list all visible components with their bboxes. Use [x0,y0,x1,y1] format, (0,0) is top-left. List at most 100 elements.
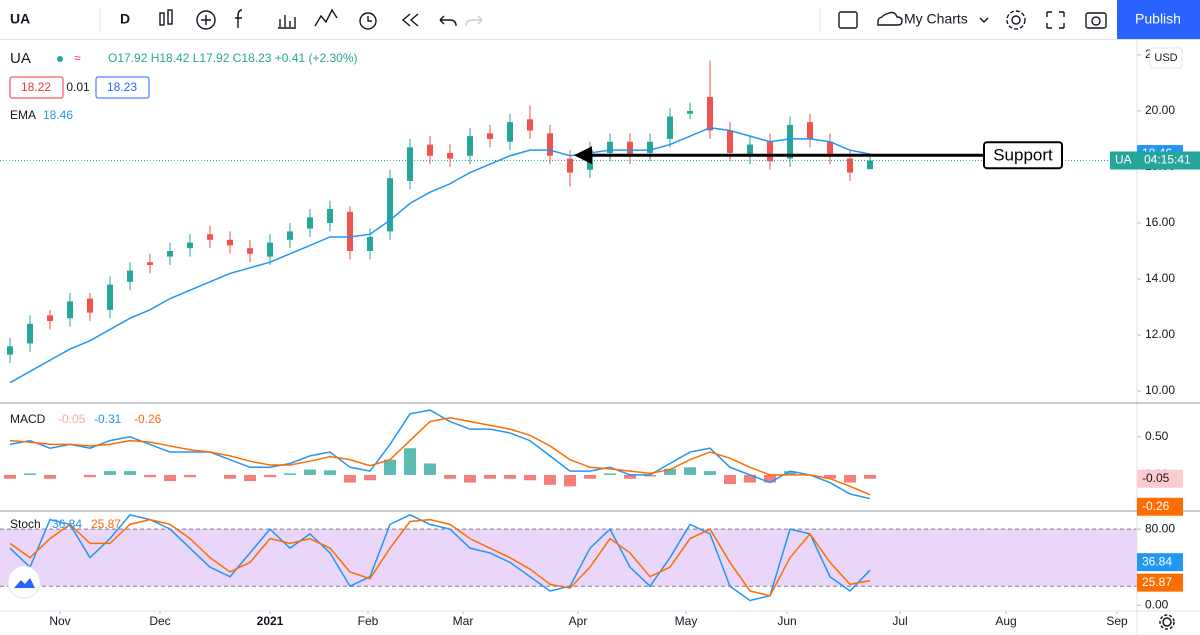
panes: Nov Dec 2021 Feb Mar Apr May Jun Jul Aug Sep 10.00 1… [0,47,1175,628]
x-tick-label: Mar [453,614,474,628]
symbol[interactable]: UA [10,11,30,27]
status-dot [57,56,63,62]
candle-body [727,130,733,153]
histogram-bar [304,469,316,475]
histogram-bar [184,474,196,478]
candle-body [267,242,273,257]
histogram-bar [484,474,496,479]
price-tag [1110,151,1200,170]
histogram-bar [84,474,96,478]
bid-box [9,76,64,99]
histogram-bar [384,459,396,475]
ask-box [95,76,150,99]
band [0,529,1137,587]
indicator-value: 18.46 [43,108,73,122]
x-tick-label: Jun [777,614,796,628]
price-tag-label: -0.05 [1142,471,1170,485]
candle-body [167,250,173,257]
histogram-bar [4,474,16,479]
candle-body [467,136,473,156]
stoch-d-value: 25.87 [91,517,121,531]
histogram-bar [444,474,456,479]
histogram-bar [844,474,856,483]
price-tag-label: 04:15:41 [1144,153,1191,167]
interval[interactable]: D [120,11,130,27]
y-tick-label: 10.00 [1145,383,1175,397]
candle-body [547,133,553,156]
candle-body [827,141,833,156]
line-series [9,126,871,384]
x-tick-label: Dec [149,614,170,628]
candle-body [67,301,73,319]
x-tick-label: Feb [358,614,379,628]
candle-body [127,270,133,282]
candle-body [407,147,413,181]
publish-button[interactable] [1117,0,1200,40]
logo-button[interactable] [7,565,41,599]
candle-body [87,298,93,313]
x-tick-label: Aug [995,614,1016,628]
candle-body [647,141,653,153]
currency-badge[interactable] [1149,47,1183,69]
price-tag [1137,553,1183,572]
macd-title: MACD [10,412,46,426]
ask: 18.23 [107,80,137,94]
candle-body [347,211,353,251]
stoch-title: Stoch [10,517,41,531]
candle-body [227,239,233,246]
macd-line-value: -0.31 [94,412,122,426]
annotation-box [983,141,1063,170]
macd-signal-value: -0.26 [134,412,162,426]
candle-body [487,133,493,139]
publish-label[interactable]: Publish [1135,11,1181,27]
logo [14,578,35,588]
histogram-bar [524,474,536,481]
histogram-bar [864,474,876,479]
status-icon: ≈ [74,51,81,65]
histogram-bar [704,471,716,475]
histogram-bar [104,471,116,475]
histogram-bar [464,474,476,483]
histogram-bar [244,474,256,482]
histogram-bar [344,474,356,483]
histogram-bar [724,474,736,485]
y-tick-label: 12.00 [1145,327,1175,341]
price-tag-label: UA [1115,153,1132,167]
x-tick-label: 2021 [257,614,284,628]
candle-body [667,116,673,139]
candle-body [867,160,873,170]
charts-menu[interactable]: My Charts [904,11,968,27]
histogram-bar [644,474,656,477]
histogram-bar [684,467,696,475]
histogram-bar [624,474,636,479]
candle-body [447,152,453,159]
histogram-bar [824,474,836,479]
toolbar: UA D My Charts Publish [0,0,1200,40]
y-tick-label: 80.00 [1145,521,1175,535]
histogram-bar [744,474,756,483]
candle-body [327,208,333,223]
price-tag [1137,469,1183,488]
candle-body [567,158,573,173]
histogram-bar [44,474,56,479]
annotation: Support [993,146,1053,165]
indicator-name: EMA [10,108,36,122]
candle-body [807,122,813,139]
y-tick-label: 20.00 [1145,103,1175,117]
histogram-bar [284,473,296,475]
candle-body [747,144,753,156]
macd-hist-value: -0.05 [58,412,86,426]
histogram-bar [404,448,416,475]
candle-body [527,119,533,131]
settings-icon[interactable] [1159,614,1175,630]
candle-body [767,141,773,162]
histogram-bar [324,470,336,475]
price-tag-label: 36.84 [1142,554,1172,568]
histogram-bar [504,474,516,479]
candle-body [147,262,153,266]
tool-icons[interactable] [159,8,1107,30]
candle-body [367,236,373,251]
histogram-bar [604,473,616,475]
histogram-bar [224,474,236,479]
